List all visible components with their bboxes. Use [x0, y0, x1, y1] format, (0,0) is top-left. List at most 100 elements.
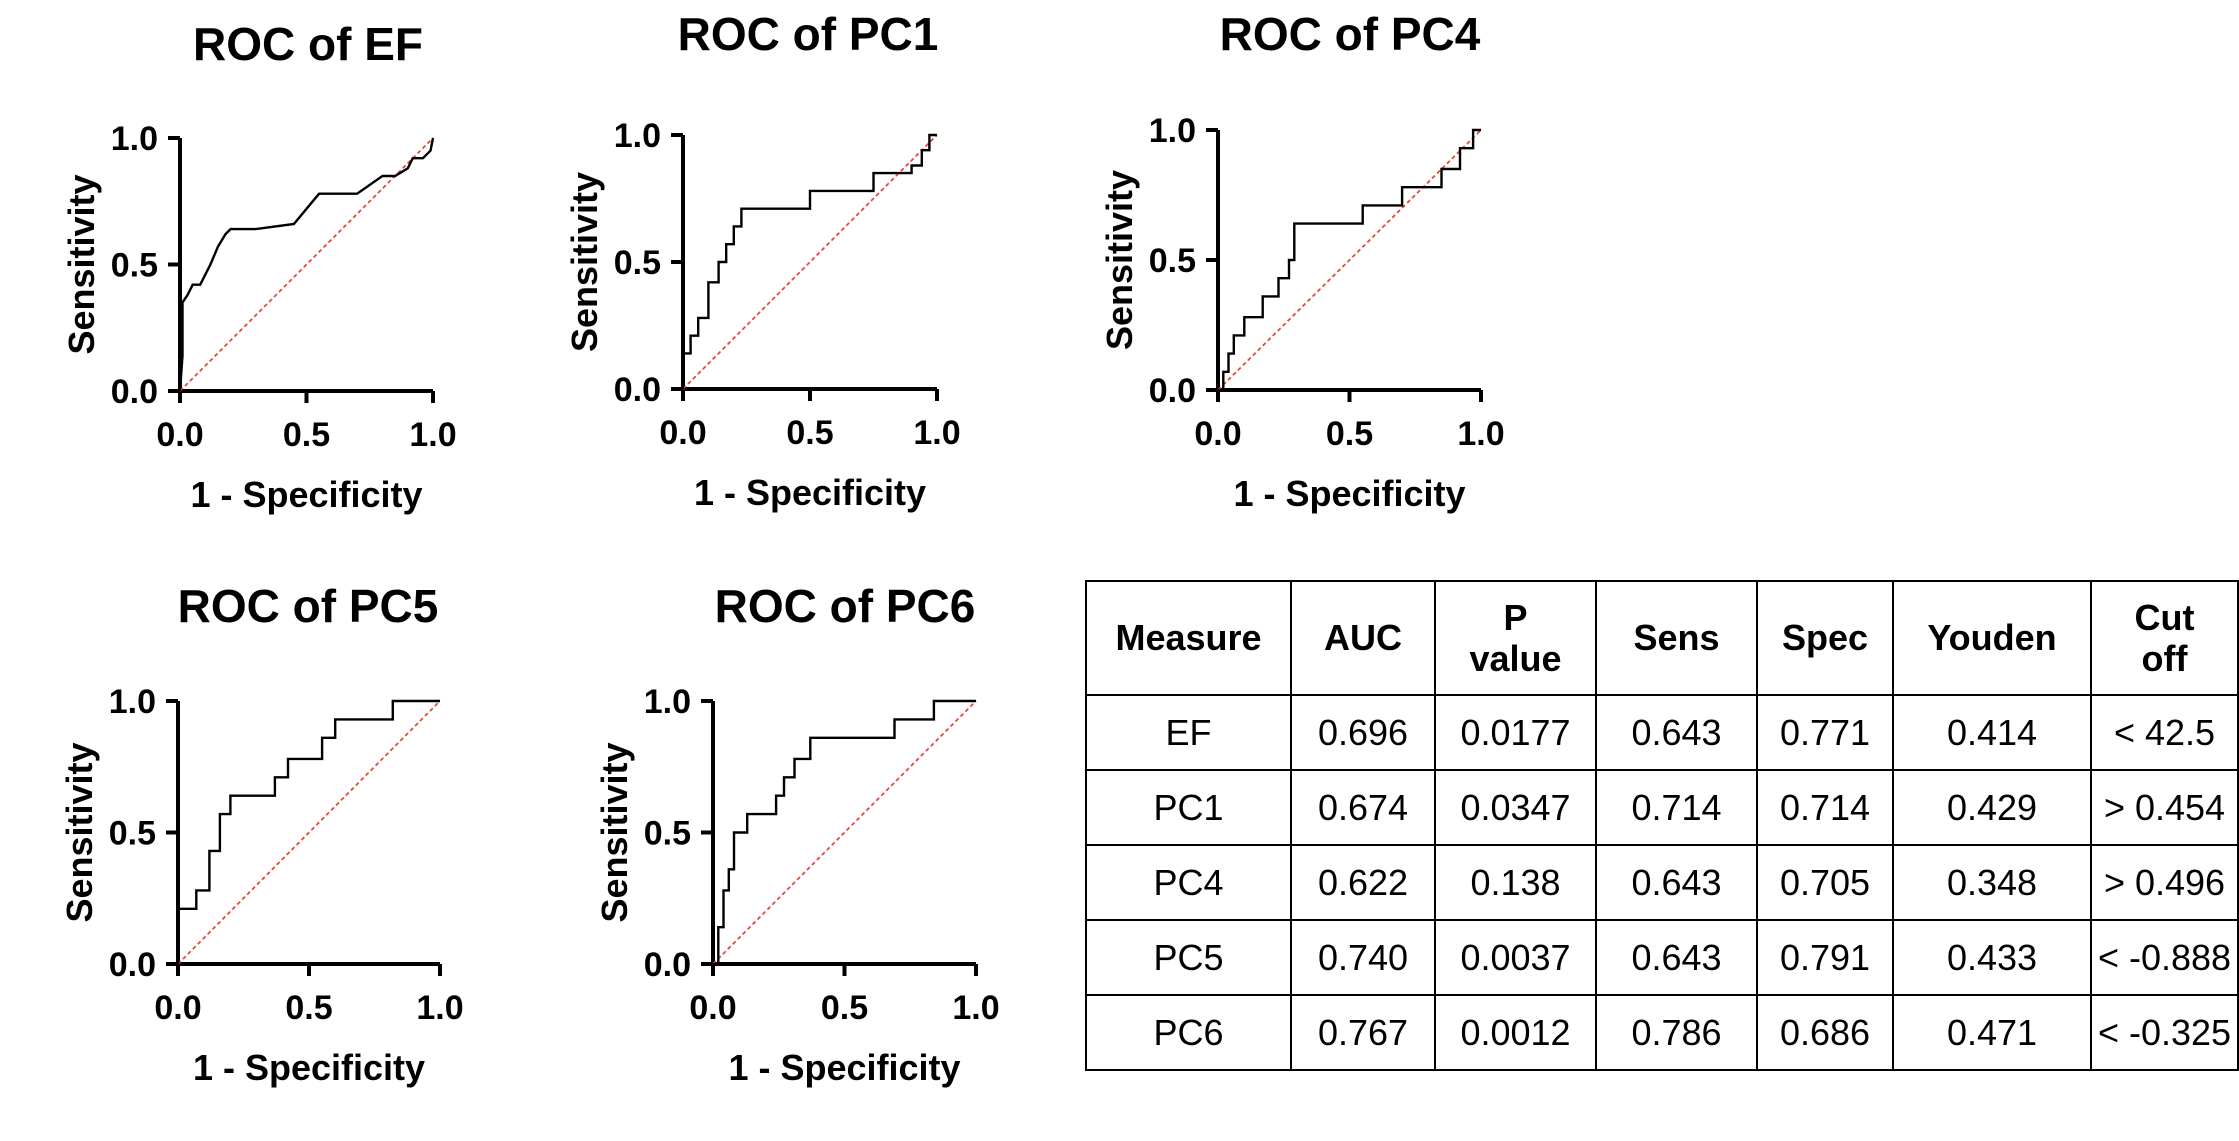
y-tick-label: 1.0 — [111, 120, 158, 158]
cell-cut-off: < -0.325 — [2090, 994, 2239, 1071]
x-axis-title: 1 - Specificity — [193, 1047, 425, 1088]
cell-cut-off: > 0.454 — [2090, 769, 2239, 846]
cell-spec: 0.771 — [1756, 694, 1894, 771]
x-tick-label: 0.5 — [821, 989, 868, 1027]
x-tick-label: 0.5 — [285, 989, 332, 1027]
col-header-auc: AUC — [1290, 580, 1436, 696]
chance-diagonal-line — [682, 134, 938, 390]
x-tick-label: 1.0 — [1457, 415, 1504, 453]
cell-p-value: 0.0037 — [1434, 919, 1597, 996]
chart-title: ROC of PC1 — [678, 8, 939, 60]
table-row: PC4 0.622 0.138 0.643 0.705 0.348 > 0.496 — [1085, 844, 2239, 921]
cell-p-value: 0.0177 — [1434, 694, 1597, 771]
x-tick-label: 1.0 — [952, 989, 999, 1027]
x-tick-label: 1.0 — [416, 989, 463, 1027]
cell-sens: 0.643 — [1595, 919, 1758, 996]
cell-auc: 0.740 — [1290, 919, 1436, 996]
col-header-youden: Youden — [1892, 580, 2092, 696]
cell-youden: 0.348 — [1892, 844, 2092, 921]
y-tick-label: 0.5 — [614, 244, 661, 282]
cell-p-value: 0.0347 — [1434, 769, 1597, 846]
cell-cut-off: < 42.5 — [2090, 694, 2239, 771]
cell-sens: 0.786 — [1595, 994, 1758, 1071]
x-tick-label: 0.5 — [283, 416, 330, 454]
y-tick-label: 1.0 — [644, 683, 691, 721]
y-tick-label: 0.5 — [1149, 242, 1196, 280]
col-header-cut-off: Cut off — [2090, 580, 2239, 696]
chance-diagonal-line — [177, 700, 441, 965]
cell-measure: PC4 — [1085, 844, 1292, 921]
cell-sens: 0.643 — [1595, 694, 1758, 771]
cell-youden: 0.429 — [1892, 769, 2092, 846]
x-tick-label: 0.0 — [156, 416, 203, 454]
cell-sens: 0.714 — [1595, 769, 1758, 846]
y-axis-title: Sensitivity — [61, 174, 102, 354]
x-axis-title: 1 - Specificity — [1233, 473, 1465, 514]
chart-title: ROC of PC6 — [715, 580, 976, 632]
cell-measure: PC6 — [1085, 994, 1292, 1071]
y-tick-label: 0.5 — [109, 815, 156, 853]
col-header-measure: Measure — [1085, 580, 1292, 696]
cell-spec: 0.714 — [1756, 769, 1894, 846]
roc-curve-line — [713, 699, 976, 966]
x-tick-label: 0.5 — [786, 414, 833, 452]
x-axis-title: 1 - Specificity — [728, 1047, 960, 1088]
y-tick-label: 0.0 — [111, 373, 158, 411]
cell-youden: 0.433 — [1892, 919, 2092, 996]
table-row: PC5 0.740 0.0037 0.643 0.791 0.433 < -0.888 — [1085, 919, 2239, 996]
x-axis-title: 1 - Specificity — [190, 474, 422, 515]
y-axis-title: Sensitivity — [564, 172, 605, 352]
cell-auc: 0.767 — [1290, 994, 1436, 1071]
x-tick-label: 0.0 — [154, 989, 201, 1027]
y-tick-label: 0.5 — [644, 815, 691, 853]
table-row: EF 0.696 0.0177 0.643 0.771 0.414 < 42.5 — [1085, 694, 2239, 771]
chart-title: ROC of PC5 — [178, 580, 439, 632]
x-axis-title: 1 - Specificity — [694, 472, 926, 513]
roc-curve-line — [176, 699, 440, 964]
cell-youden: 0.471 — [1892, 994, 2092, 1071]
chance-diagonal-line — [712, 700, 977, 965]
cell-spec: 0.705 — [1756, 844, 1894, 921]
chart-title: ROC of PC4 — [1220, 8, 1481, 60]
x-tick-label: 0.0 — [689, 989, 736, 1027]
cell-youden: 0.414 — [1892, 694, 2092, 771]
x-tick-label: 1.0 — [913, 414, 960, 452]
table-row: PC1 0.674 0.0347 0.714 0.714 0.429 > 0.454 — [1085, 769, 2239, 846]
y-tick-label: 1.0 — [1149, 112, 1196, 150]
cell-cut-off: < -0.888 — [2090, 919, 2239, 996]
y-tick-label: 0.0 — [644, 946, 691, 984]
cell-p-value: 0.138 — [1434, 844, 1597, 921]
roc-curve-line — [681, 133, 937, 389]
y-axis-title: Sensitivity — [1099, 170, 1140, 350]
cell-measure: EF — [1085, 694, 1292, 771]
table-row: PC6 0.767 0.0012 0.786 0.686 0.471 < -0.325 — [1085, 994, 2239, 1071]
cell-spec: 0.791 — [1756, 919, 1894, 996]
y-tick-label: 0.0 — [1149, 372, 1196, 410]
x-tick-label: 0.5 — [1326, 415, 1373, 453]
cell-measure: PC5 — [1085, 919, 1292, 996]
y-tick-label: 1.0 — [109, 683, 156, 721]
table-header-row: Measure AUC P value Sens Spec Youden Cut… — [1085, 580, 2239, 696]
roc-curve-line — [1218, 128, 1481, 392]
cell-auc: 0.622 — [1290, 844, 1436, 921]
y-axis-title: Sensitivity — [59, 742, 100, 922]
x-tick-label: 0.0 — [659, 414, 706, 452]
cell-auc: 0.696 — [1290, 694, 1436, 771]
y-axis-title: Sensitivity — [594, 742, 635, 922]
cell-sens: 0.643 — [1595, 844, 1758, 921]
y-tick-label: 1.0 — [614, 117, 661, 155]
roc-curve-line — [178, 137, 435, 392]
col-header-spec: Spec — [1756, 580, 1894, 696]
cell-auc: 0.674 — [1290, 769, 1436, 846]
y-tick-label: 0.5 — [111, 247, 158, 285]
chance-diagonal-line — [1217, 129, 1482, 391]
chance-diagonal-line — [179, 137, 434, 392]
cell-spec: 0.686 — [1756, 994, 1894, 1071]
y-tick-label: 0.0 — [109, 946, 156, 984]
roc-summary-table: Measure AUC P value Sens Spec Youden Cut… — [1085, 580, 2239, 1071]
cell-measure: PC1 — [1085, 769, 1292, 846]
x-tick-label: 0.0 — [1194, 415, 1241, 453]
col-header-p-value: P value — [1434, 580, 1597, 696]
y-tick-label: 0.0 — [614, 371, 661, 409]
